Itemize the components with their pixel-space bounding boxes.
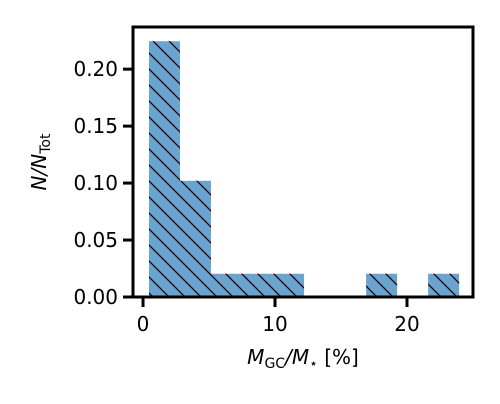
- x-tick-label: 20: [394, 312, 419, 336]
- ylabel: N/NTot: [27, 133, 54, 190]
- plot-frame: [131, 25, 475, 299]
- bar-hatch: [148, 41, 180, 297]
- ylabel-part: /: [27, 166, 51, 177]
- xlabel-part: M: [247, 345, 264, 369]
- x-tick-label: 10: [262, 312, 287, 336]
- bar-hatch: [211, 273, 243, 297]
- bar-hatch: [273, 273, 305, 297]
- xlabel: MGC/M⋆ [%]: [247, 345, 359, 372]
- ylabel-part: N: [27, 154, 51, 169]
- y-tick-label: 0.05: [73, 228, 118, 252]
- y-tick-label: 0.10: [73, 171, 118, 195]
- y-tick-label: 0.00: [73, 285, 118, 309]
- bar-hatch: [242, 273, 274, 297]
- y-tick-label: 0.20: [73, 57, 118, 81]
- x-tick-label: 0: [137, 312, 150, 336]
- xlabel-part: GC: [264, 356, 285, 372]
- xlabel-part: M: [292, 345, 309, 369]
- ylabel-part: Tot: [38, 133, 54, 155]
- bar-hatch: [366, 273, 398, 297]
- y-tick-label: 0.15: [73, 114, 118, 138]
- xlabel-part: ⋆: [309, 356, 318, 372]
- ylabel-part: N: [27, 175, 51, 190]
- bar-hatch: [179, 180, 212, 297]
- xlabel-part: [%]: [318, 345, 359, 369]
- xlabel-part: /: [283, 345, 294, 369]
- bar-hatch: [428, 273, 460, 297]
